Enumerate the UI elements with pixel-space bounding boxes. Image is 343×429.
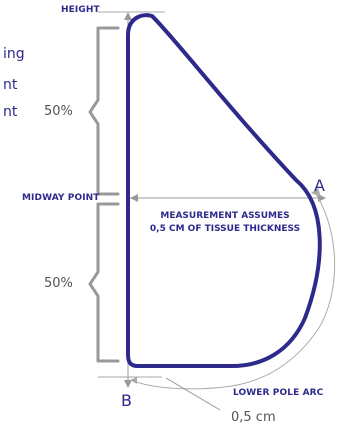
measurement-note-line-2: 0,5 CM OF TISSUE THICKNESS	[149, 224, 301, 234]
point-a-label: A	[314, 176, 325, 195]
upper-bracket	[88, 26, 120, 196]
lower-pole-arc-arrow-top	[311, 188, 321, 197]
midway-point-label: MIDWAY POINT	[22, 193, 100, 203]
lower-pole-arc-arrow-bottom	[130, 377, 137, 384]
height-label: HEIGHT	[61, 5, 100, 15]
lower-bracket	[88, 202, 120, 363]
lower-pole-arc-label: LOWER POLE ARC	[233, 388, 324, 398]
breast-outline	[126, 13, 322, 368]
measurement-note-line-1: MEASUREMENT ASSUMES	[160, 211, 290, 221]
lower-percent-label: 50%	[44, 276, 73, 291]
vertical-axis-arrow-top	[124, 12, 132, 20]
measurement-note: MEASUREMENT ASSUMES 0,5 CM OF TISSUE THI…	[133, 210, 317, 236]
thickness-label: 0,5 cm	[231, 410, 276, 425]
vertical-axis-arrow-bottom	[124, 380, 132, 388]
cropped-text-line-2: nt	[3, 77, 18, 93]
cropped-text-line-1: ing	[3, 46, 25, 62]
cropped-text-line-3: nt	[3, 104, 18, 120]
thickness-pointer	[165, 377, 221, 411]
midway-arrow-left	[130, 194, 138, 202]
upper-percent-label: 50%	[44, 104, 73, 119]
lower-pole-arc	[130, 193, 336, 390]
point-b-label: B	[121, 391, 132, 410]
